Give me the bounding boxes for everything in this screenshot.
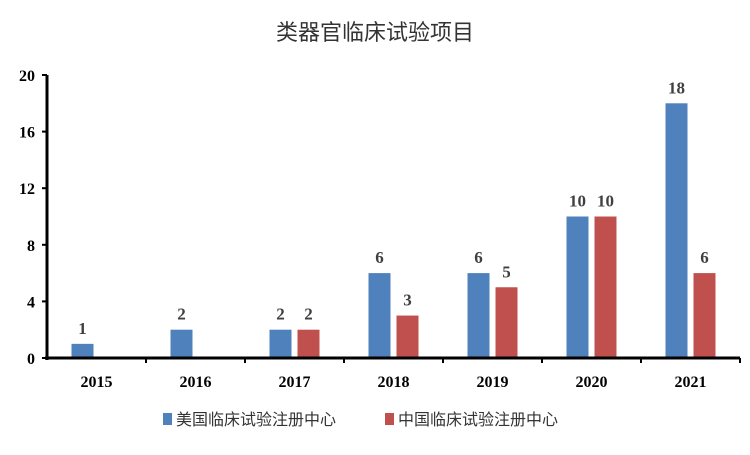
bar-cn-2021 [693,273,716,358]
bar-us-2016 [170,329,193,358]
bar-cn-2017 [297,329,320,358]
bar-us-2018 [368,273,391,358]
x-tick-label: 2016 [180,374,212,391]
y-tick-label: 16 [19,125,35,142]
bar-cn-2020 [594,216,617,358]
data-label: 3 [403,291,412,310]
y-tick-label: 4 [27,294,35,311]
x-tick-label: 2019 [477,374,509,391]
x-tick-label: 2020 [576,374,608,391]
data-label: 6 [700,248,709,267]
x-tick-label: 2021 [675,374,707,391]
x-tick-label: 2017 [279,374,311,391]
data-label: 1 [78,319,87,338]
legend-label: 中国临床试验注册中心 [398,411,558,429]
legend-swatch [163,413,172,425]
y-tick-label: 0 [27,351,35,368]
data-label: 10 [597,192,614,211]
bar-cn-2018 [396,315,419,358]
y-tick-label: 12 [19,181,35,198]
data-label: 2 [304,305,313,324]
x-tick-label: 2015 [81,374,113,391]
data-label: 2 [276,305,285,324]
data-label: 5 [502,262,511,281]
y-tick-label: 8 [27,238,35,255]
y-tick-label: 20 [19,68,35,85]
bar-us-2015 [71,343,94,358]
bar-us-2019 [467,273,490,358]
data-label: 6 [375,248,384,267]
data-label: 2 [177,305,186,324]
x-tick-label: 2018 [378,374,410,391]
legend-swatch [385,413,394,425]
bar-us-2017 [269,329,292,358]
chart-title: 类器官临床试验项目 [276,20,474,45]
data-label: 6 [474,248,483,267]
data-label: 10 [569,192,586,211]
legend-label: 美国临床试验注册中心 [176,411,336,429]
bar-cn-2019 [495,287,518,358]
bar-us-2021 [665,103,688,358]
data-label: 18 [668,78,685,97]
bar-us-2020 [566,216,589,358]
